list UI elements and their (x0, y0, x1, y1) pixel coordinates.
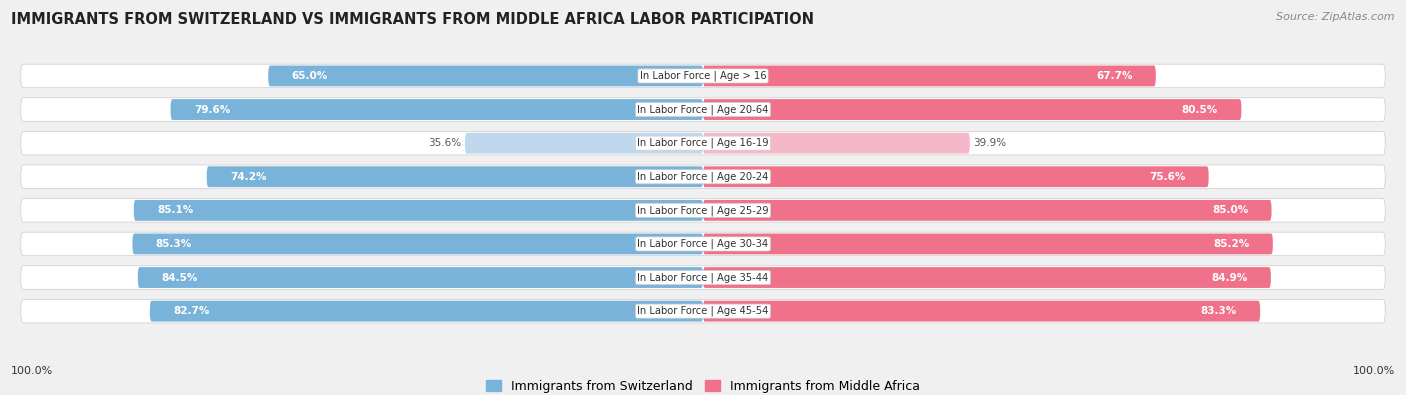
Text: In Labor Force | Age 30-34: In Labor Force | Age 30-34 (637, 239, 769, 249)
Text: 79.6%: 79.6% (194, 105, 231, 115)
Text: In Labor Force | Age 20-24: In Labor Force | Age 20-24 (637, 171, 769, 182)
FancyBboxPatch shape (132, 233, 703, 254)
FancyBboxPatch shape (138, 267, 703, 288)
FancyBboxPatch shape (703, 233, 1272, 254)
FancyBboxPatch shape (21, 266, 1385, 289)
Text: IMMIGRANTS FROM SWITZERLAND VS IMMIGRANTS FROM MIDDLE AFRICA LABOR PARTICIPATION: IMMIGRANTS FROM SWITZERLAND VS IMMIGRANT… (11, 12, 814, 27)
Text: In Labor Force | Age 25-29: In Labor Force | Age 25-29 (637, 205, 769, 216)
FancyBboxPatch shape (21, 165, 1385, 188)
FancyBboxPatch shape (703, 99, 1241, 120)
Text: 74.2%: 74.2% (231, 172, 267, 182)
FancyBboxPatch shape (170, 99, 703, 120)
Text: Source: ZipAtlas.com: Source: ZipAtlas.com (1277, 12, 1395, 22)
Text: 85.0%: 85.0% (1212, 205, 1249, 215)
FancyBboxPatch shape (269, 66, 703, 87)
Text: 67.7%: 67.7% (1095, 71, 1132, 81)
FancyBboxPatch shape (703, 166, 1209, 187)
Text: 100.0%: 100.0% (11, 366, 53, 376)
Legend: Immigrants from Switzerland, Immigrants from Middle Africa: Immigrants from Switzerland, Immigrants … (481, 375, 925, 395)
Text: In Labor Force | Age 45-54: In Labor Force | Age 45-54 (637, 306, 769, 316)
FancyBboxPatch shape (21, 132, 1385, 155)
FancyBboxPatch shape (703, 267, 1271, 288)
FancyBboxPatch shape (21, 98, 1385, 121)
Text: 85.1%: 85.1% (157, 205, 194, 215)
Text: In Labor Force | Age 20-64: In Labor Force | Age 20-64 (637, 104, 769, 115)
FancyBboxPatch shape (207, 166, 703, 187)
Text: 39.9%: 39.9% (973, 138, 1007, 148)
Text: 82.7%: 82.7% (173, 306, 209, 316)
Text: 65.0%: 65.0% (291, 71, 328, 81)
Text: 84.9%: 84.9% (1211, 273, 1247, 282)
FancyBboxPatch shape (21, 64, 1385, 88)
FancyBboxPatch shape (703, 66, 1156, 87)
FancyBboxPatch shape (21, 199, 1385, 222)
Text: 75.6%: 75.6% (1149, 172, 1185, 182)
Text: 83.3%: 83.3% (1201, 306, 1237, 316)
FancyBboxPatch shape (150, 301, 703, 322)
Text: 85.2%: 85.2% (1213, 239, 1250, 249)
FancyBboxPatch shape (21, 232, 1385, 256)
Text: 100.0%: 100.0% (1353, 366, 1395, 376)
FancyBboxPatch shape (134, 200, 703, 221)
Text: 35.6%: 35.6% (429, 138, 461, 148)
Text: In Labor Force | Age 16-19: In Labor Force | Age 16-19 (637, 138, 769, 149)
FancyBboxPatch shape (703, 133, 970, 154)
FancyBboxPatch shape (703, 301, 1260, 322)
FancyBboxPatch shape (465, 133, 703, 154)
FancyBboxPatch shape (21, 299, 1385, 323)
Text: In Labor Force | Age > 16: In Labor Force | Age > 16 (640, 71, 766, 81)
Text: 80.5%: 80.5% (1182, 105, 1218, 115)
FancyBboxPatch shape (703, 200, 1271, 221)
Text: In Labor Force | Age 35-44: In Labor Force | Age 35-44 (637, 272, 769, 283)
Text: 85.3%: 85.3% (156, 239, 193, 249)
Text: 84.5%: 84.5% (162, 273, 198, 282)
